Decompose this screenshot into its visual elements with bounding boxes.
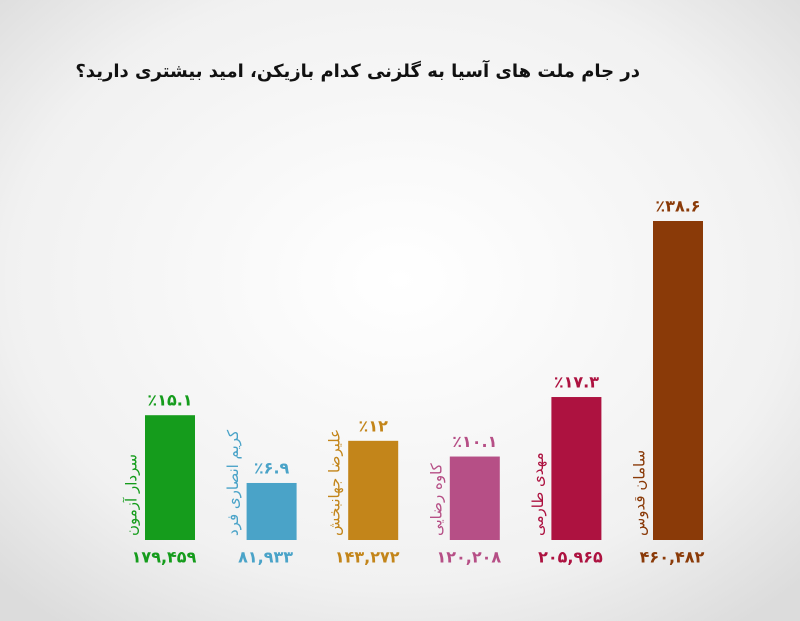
value-label: ٪۱۷.۳ [554,373,599,392]
count-label: ۲۰۵,۹۶۵ [538,548,603,567]
category-label: کاوه رضایی [427,462,445,536]
count-label: ۱۲۰,۲۰۸ [436,548,501,567]
bar [145,415,195,540]
category-label: سردار آزمون [123,454,141,536]
count-label: ۸۱,۹۳۳ [238,548,293,567]
value-label: ٪۱۰.۱ [452,432,497,451]
bar [653,221,703,540]
value-label: ٪۱۲ [359,416,389,435]
chart-title: در جام ملت های آسیا به گلزنی کدام بازیکن… [75,59,640,82]
category-label: کریم انصاری فرد [224,429,242,536]
bar [348,440,399,540]
bar [449,456,500,540]
value-label: ٪۶.۹ [254,458,290,477]
value-label: ٪۳۸.۶ [655,197,700,216]
count-label: ۴۶۰,۴۸۲ [640,548,705,567]
value-label: ٪۱۵.۱ [147,391,192,410]
bar [246,482,297,540]
category-label: مهدی طارمی [529,452,547,536]
category-label: سامان قدوس [631,450,649,536]
count-label: ۱۴۳,۲۷۲ [335,548,400,567]
category-label: علیرضا جهانبخش [326,429,344,536]
bar [551,397,602,540]
count-label: ۱۷۹,۴۵۹ [132,548,197,567]
